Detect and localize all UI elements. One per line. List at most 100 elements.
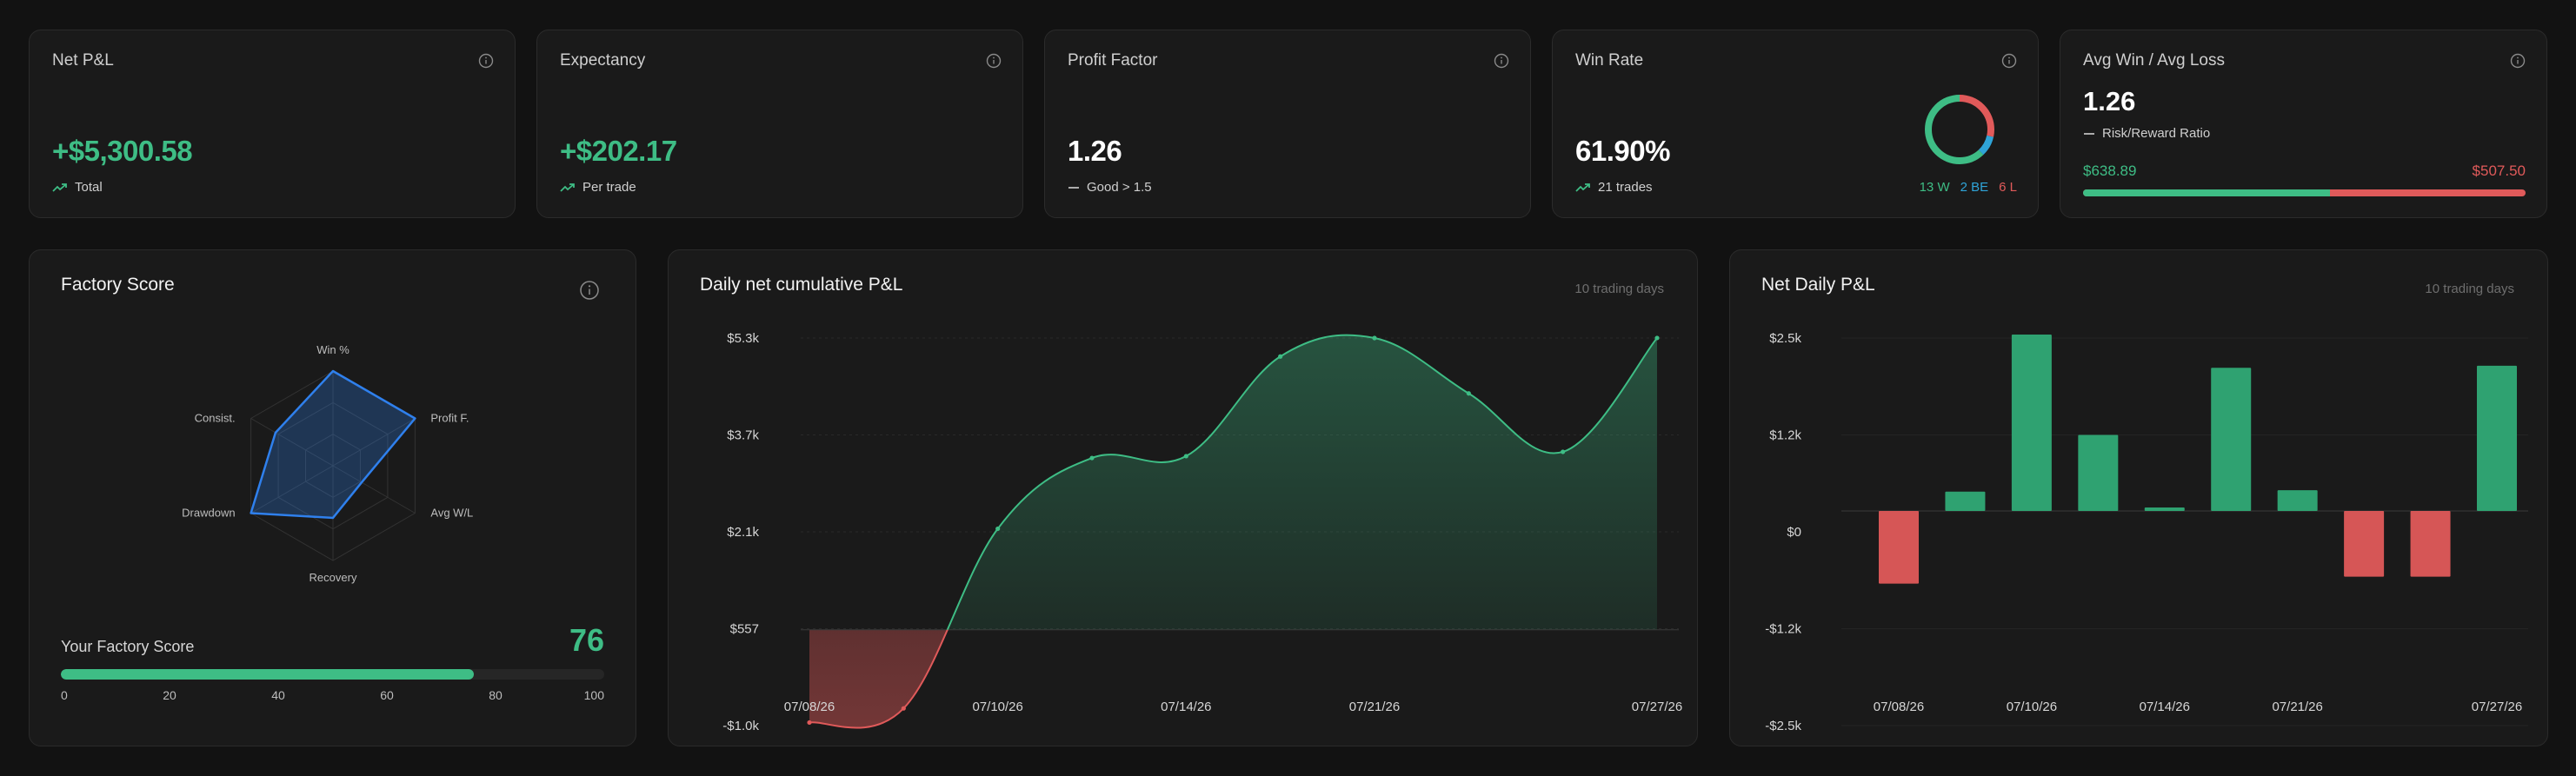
stat-title: Avg Win / Avg Loss xyxy=(2083,51,2225,70)
ratio-subtitle-text: Risk/Reward Ratio xyxy=(2102,126,2211,141)
info-icon[interactable] xyxy=(579,280,600,301)
win-loss-bar xyxy=(2083,189,2526,196)
data-point xyxy=(901,706,906,711)
x-tick-label: 07/21/26 xyxy=(2272,700,2322,714)
radar-axis-label: Win % xyxy=(316,343,349,356)
stat-card-profit-factor: Profit Factor 1.26 Good > 1.5 xyxy=(1044,30,1531,218)
bar-positive xyxy=(2078,434,2119,511)
bar-negative xyxy=(2410,511,2451,577)
info-icon[interactable] xyxy=(478,53,494,69)
net-daily-pnl-chart: $2.5k $1.2k $0 -$1.2k -$2.5k 07/08/26 07/10/26… xyxy=(1765,331,2528,733)
score-tick-label: 0 xyxy=(61,688,68,702)
radar-axis-label: Consist. xyxy=(195,412,236,425)
data-point xyxy=(1183,454,1188,459)
stat-title: Profit Factor xyxy=(1068,51,1158,70)
stat-subtitle: 21 trades xyxy=(1575,180,1653,195)
stat-subtitle: Good > 1.5 xyxy=(1068,180,1152,195)
radar-spoke xyxy=(250,465,334,514)
dash-icon xyxy=(1068,186,1079,189)
y-tick-label: $1.2k xyxy=(1769,428,1801,443)
data-point xyxy=(1372,335,1377,341)
avg-win-value: $638.89 xyxy=(2083,162,2137,179)
factory-score-bar-fill xyxy=(61,669,474,680)
factory-score-label: Your Factory Score xyxy=(61,638,195,655)
bar-positive xyxy=(2477,365,2517,511)
y-tick-label: $5.3k xyxy=(727,331,759,346)
info-icon[interactable] xyxy=(2001,53,2017,69)
radar-spoke xyxy=(332,418,416,467)
stat-value: +$202.17 xyxy=(560,135,677,167)
score-tick-label: 80 xyxy=(489,688,503,702)
cumulative-pnl-panel: Daily net cumulative P&L 10 trading days… xyxy=(668,249,1698,746)
stat-title: Win Rate xyxy=(1575,51,1644,70)
x-tick-label: 07/27/26 xyxy=(2472,700,2522,714)
donut-losses-segment xyxy=(1925,95,1994,164)
score-tick-label: 40 xyxy=(271,688,285,702)
radar-score-shape xyxy=(250,369,416,520)
data-point xyxy=(807,720,812,726)
y-tick-label: $2.1k xyxy=(727,525,759,540)
data-point xyxy=(995,526,1001,532)
bar-positive xyxy=(2144,507,2185,511)
stat-subtitle-text: Per trade xyxy=(582,180,636,195)
factory-radar-chart: Win % Profit F. Avg W/L Recovery Drawdown Con… xyxy=(182,343,473,584)
stat-card-net-pnl: Net P&L +$5,300.58 Total xyxy=(29,30,516,218)
ratio-subtitle: Risk/Reward Ratio xyxy=(2083,126,2210,141)
panel-title: Net Daily P&L xyxy=(1761,275,1875,295)
x-tick-label: 07/08/26 xyxy=(784,700,835,714)
breakeven-count: 2 BE xyxy=(1960,180,1989,195)
panel-title: Factory Score xyxy=(61,275,175,295)
bar-negative xyxy=(1879,511,1919,584)
y-tick-label: -$2.5k xyxy=(1765,719,1801,733)
score-tick-label: 60 xyxy=(380,688,394,702)
y-tick-label: $557 xyxy=(730,622,759,637)
factory-score-panel: Factory Score Win % Profit F. Avg W/L Recov… xyxy=(29,249,636,746)
avg-loss-value: $507.50 xyxy=(2472,162,2526,179)
factory-score-value: 76 xyxy=(569,622,604,658)
stat-card-expectancy: Expectancy +$202.17 Per trade xyxy=(536,30,1023,218)
y-tick-label: -$1.2k xyxy=(1765,622,1801,637)
data-point xyxy=(1278,354,1283,359)
y-tick-label: $2.5k xyxy=(1769,331,1801,346)
area-fill-positive xyxy=(809,335,1657,630)
stat-subtitle-text: Good > 1.5 xyxy=(1087,180,1152,195)
stat-subtitle: Per trade xyxy=(560,180,636,195)
cumulative-line-negative xyxy=(809,629,949,729)
factory-score-ticks: 0 20 40 60 80 100 xyxy=(61,688,604,706)
data-point xyxy=(1466,391,1471,396)
info-icon[interactable] xyxy=(2510,53,2526,69)
trend-up-icon xyxy=(1575,182,1590,192)
stat-title: Net P&L xyxy=(52,51,114,70)
x-tick-label: 07/21/26 xyxy=(1349,700,1400,714)
y-tick-label: $0 xyxy=(1787,525,1801,540)
area-fill-negative xyxy=(809,629,948,728)
radar-axis-label: Drawdown xyxy=(182,507,235,520)
stat-value: 61.90% xyxy=(1575,135,1670,167)
x-tick-label: 07/14/26 xyxy=(1161,700,1211,714)
radar-axis-label: Avg W/L xyxy=(430,507,473,520)
score-tick-label: 100 xyxy=(583,688,604,702)
panel-title: Daily net cumulative P&L xyxy=(700,275,903,295)
stat-card-win-rate: Win Rate 61.90% 21 trades 13 W 2 BE 6 L xyxy=(1552,30,2039,218)
radar-axis-label: Recovery xyxy=(310,571,357,584)
info-icon[interactable] xyxy=(1494,53,1509,69)
x-tick-label: 07/10/26 xyxy=(2007,700,2057,714)
data-point xyxy=(1561,449,1566,454)
net-daily-pnl-panel: Net Daily P&L 10 trading days $2.5k $1.2k… xyxy=(1729,249,2548,746)
win-loss-bar-fill xyxy=(2083,189,2330,196)
bar-positive xyxy=(1945,491,1986,511)
stat-card-avg-win-loss: Avg Win / Avg Loss 1.26 Risk/Reward Rati… xyxy=(2060,30,2547,218)
ratio-value: 1.26 xyxy=(2083,86,2136,116)
radar-axis-label: Profit F. xyxy=(430,412,469,425)
win-rate-legend: 13 W 2 BE 6 L xyxy=(1920,180,2017,195)
stat-value: +$5,300.58 xyxy=(52,135,193,167)
data-point xyxy=(1089,455,1095,461)
x-tick-label: 07/08/26 xyxy=(1874,700,1924,714)
info-icon[interactable] xyxy=(986,53,1002,69)
x-tick-label: 07/14/26 xyxy=(2140,700,2190,714)
stat-subtitle-text: Total xyxy=(75,180,103,195)
bar-negative xyxy=(2344,511,2385,577)
y-tick-label: $3.7k xyxy=(727,428,759,443)
wins-count: 13 W xyxy=(1919,180,1950,195)
cumulative-line-positive xyxy=(946,334,1658,630)
